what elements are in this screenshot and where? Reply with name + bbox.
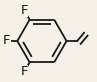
Text: F: F xyxy=(20,65,28,78)
Text: F: F xyxy=(3,35,10,47)
Text: F: F xyxy=(20,4,28,17)
